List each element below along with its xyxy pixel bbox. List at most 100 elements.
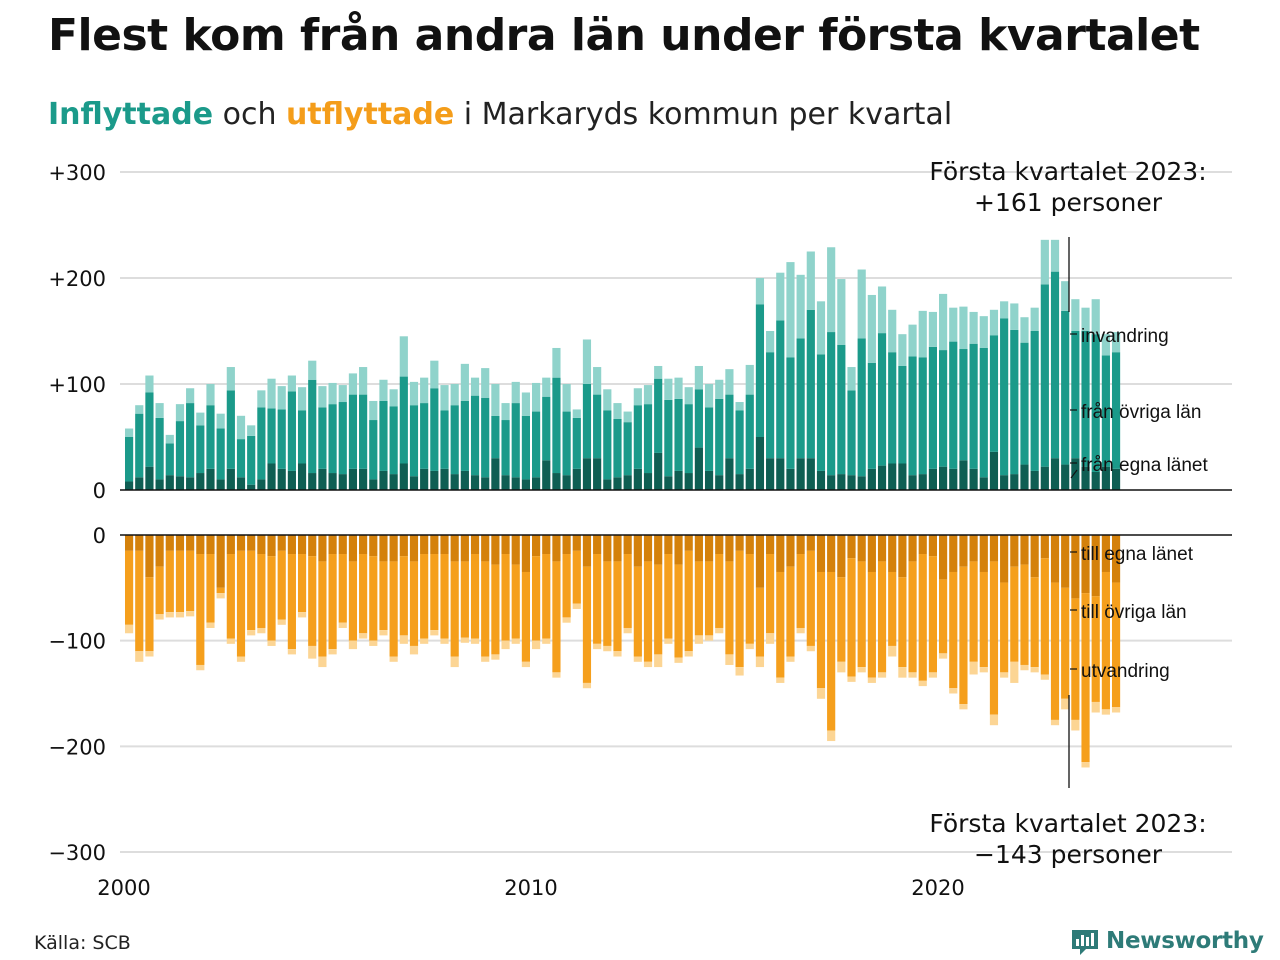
- bar-segment: [216, 587, 225, 594]
- bar-segment: [593, 554, 602, 644]
- bar-segment: [532, 477, 541, 490]
- bar-segment: [806, 535, 815, 551]
- bar-segment: [857, 667, 866, 673]
- bar-segment: [593, 367, 602, 395]
- bar-segment: [918, 357, 927, 475]
- bar-segment: [857, 535, 866, 562]
- bar-segment: [816, 470, 826, 490]
- bar-segment: [694, 635, 703, 644]
- bar-segment: [1050, 239, 1060, 272]
- bar-segment: [552, 561, 561, 673]
- bar-segment: [582, 535, 592, 567]
- bar-segment: [511, 535, 520, 565]
- bar-segment: [796, 535, 805, 555]
- bar-segment: [450, 474, 459, 490]
- bar-segment: [501, 535, 510, 555]
- bar-segment: [1061, 535, 1070, 588]
- bar-segment: [918, 535, 927, 555]
- bar-segment: [837, 474, 846, 490]
- bar-segment: [898, 667, 907, 678]
- bar-segment: [816, 688, 826, 699]
- bar-segment: [1101, 355, 1110, 467]
- bar-segment: [491, 535, 500, 565]
- bar-segment: [715, 398, 724, 476]
- bar-segment: [359, 367, 368, 395]
- bar-segment: [440, 638, 449, 644]
- bar-segment: [704, 561, 714, 636]
- bar-segment: [827, 571, 836, 731]
- bar-segment: [226, 554, 235, 639]
- bar-segment: [450, 384, 459, 406]
- bar-segment: [297, 410, 307, 464]
- bar-segment: [501, 640, 510, 650]
- bar-segment: [613, 418, 622, 478]
- bar-segment: [715, 554, 724, 628]
- bar-segment: [359, 633, 368, 639]
- bar-segment: [532, 411, 541, 478]
- bar-segment: [1071, 535, 1080, 599]
- bar-segment: [796, 554, 805, 628]
- bar-segment: [369, 535, 378, 557]
- bar-segment: [1111, 468, 1121, 490]
- bar-segment: [226, 390, 235, 469]
- bar-segment: [1040, 466, 1049, 490]
- bar-segment: [125, 624, 134, 634]
- bar-segment: [481, 368, 490, 398]
- newsworthy-logo[interactable]: Newsworthy: [1070, 926, 1264, 956]
- bar-segment: [562, 475, 571, 490]
- bar-segment: [928, 672, 937, 678]
- bar-segment: [949, 688, 958, 694]
- bar-segment: [613, 535, 622, 562]
- bar-segment: [399, 463, 408, 490]
- bar-segment: [786, 566, 795, 657]
- bar-segment: [694, 389, 703, 448]
- bar-segment: [949, 571, 958, 689]
- bar-segment: [297, 612, 307, 618]
- bar-segment: [755, 278, 765, 305]
- bar-segment: [359, 554, 368, 634]
- bar-segment: [898, 577, 907, 668]
- bar-segment: [1111, 707, 1121, 713]
- bar-segment: [1081, 331, 1090, 467]
- bar-segment: [867, 362, 876, 469]
- bar-segment: [277, 386, 286, 410]
- bar-segment: [440, 535, 449, 555]
- bar-segment: [511, 477, 520, 490]
- bar-segment: [776, 320, 785, 459]
- bar-segment: [450, 405, 459, 475]
- bar-segment: [755, 587, 765, 657]
- bar-segment: [1111, 332, 1121, 353]
- bar-segment: [1111, 352, 1121, 469]
- bar-segment: [684, 387, 693, 405]
- bar-segment: [908, 475, 917, 490]
- bar-segment: [623, 627, 632, 634]
- newsworthy-icon: [1072, 930, 1098, 955]
- bar-segment: [135, 477, 144, 490]
- bar-segment: [399, 376, 408, 464]
- bar-segment: [786, 656, 795, 662]
- bar-segment: [521, 661, 530, 668]
- bar-segment: [175, 476, 185, 490]
- bar-segment: [1081, 593, 1090, 763]
- bar-segment: [206, 622, 215, 628]
- bar-segment: [1091, 701, 1100, 713]
- x-tick-label: 2020: [911, 876, 964, 900]
- bar-segment: [949, 341, 958, 469]
- bar-segment: [552, 347, 561, 378]
- bar-segment: [918, 310, 927, 358]
- bar-segment: [267, 463, 276, 490]
- bar-segment: [745, 394, 754, 469]
- bar-segment: [491, 564, 500, 655]
- bar-segment: [572, 550, 581, 604]
- bar-segment: [501, 475, 510, 490]
- bar-segment: [939, 535, 948, 580]
- bar-segment: [196, 473, 205, 490]
- bar-segment: [979, 477, 988, 490]
- bar-segment: [206, 384, 215, 406]
- bar-segment: [165, 550, 174, 613]
- bar-segment: [877, 286, 887, 334]
- bar-segment: [1040, 535, 1049, 559]
- bar-segment: [542, 554, 551, 639]
- bar-segment: [552, 473, 561, 490]
